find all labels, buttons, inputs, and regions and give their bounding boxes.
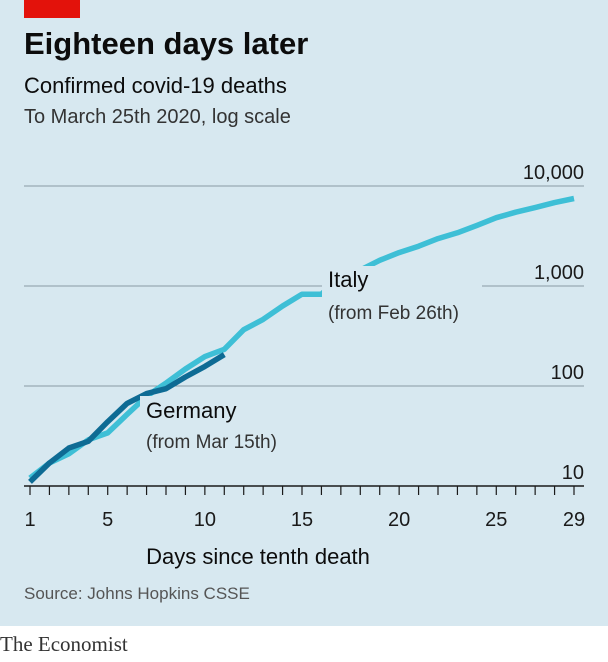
publisher-wordmark: The Economist [0,632,128,656]
x-tick-label: 5 [102,509,113,531]
italy-label-backdrop [322,266,482,328]
source-note: Source: Johns Hopkins CSSE [24,584,250,603]
brand-red-bar [24,0,80,18]
y-tick-label: 100 [551,362,584,384]
germany-label-backdrop [140,396,300,454]
x-tick-label: 29 [563,509,585,531]
germany-series-label: Germany [146,398,236,423]
x-tick-label: 25 [485,509,507,531]
germany-series-annotation: (from Mar 15th) [146,432,277,453]
y-tick-label: 10,000 [523,162,584,184]
chart-subtitle-scale: To March 25th 2020, log scale [24,106,291,128]
italy-line [28,195,575,481]
italy-series-annotation: (from Feb 26th) [328,303,459,324]
chart-panel [0,0,608,626]
x-tick-label: 10 [194,509,216,531]
x-axis-title: Days since tenth death [146,544,370,569]
y-tick-label: 10 [562,462,584,484]
chart-title: Eighteen days later [24,26,309,61]
x-tick-label: 15 [291,509,313,531]
italy-series-label: Italy [328,267,368,292]
germany-line [28,352,226,484]
x-tick-label: 1 [24,509,35,531]
y-tick-label: 1,000 [534,262,584,284]
x-tick-label: 20 [388,509,410,531]
chart-subtitle: Confirmed covid-19 deaths [24,73,287,98]
